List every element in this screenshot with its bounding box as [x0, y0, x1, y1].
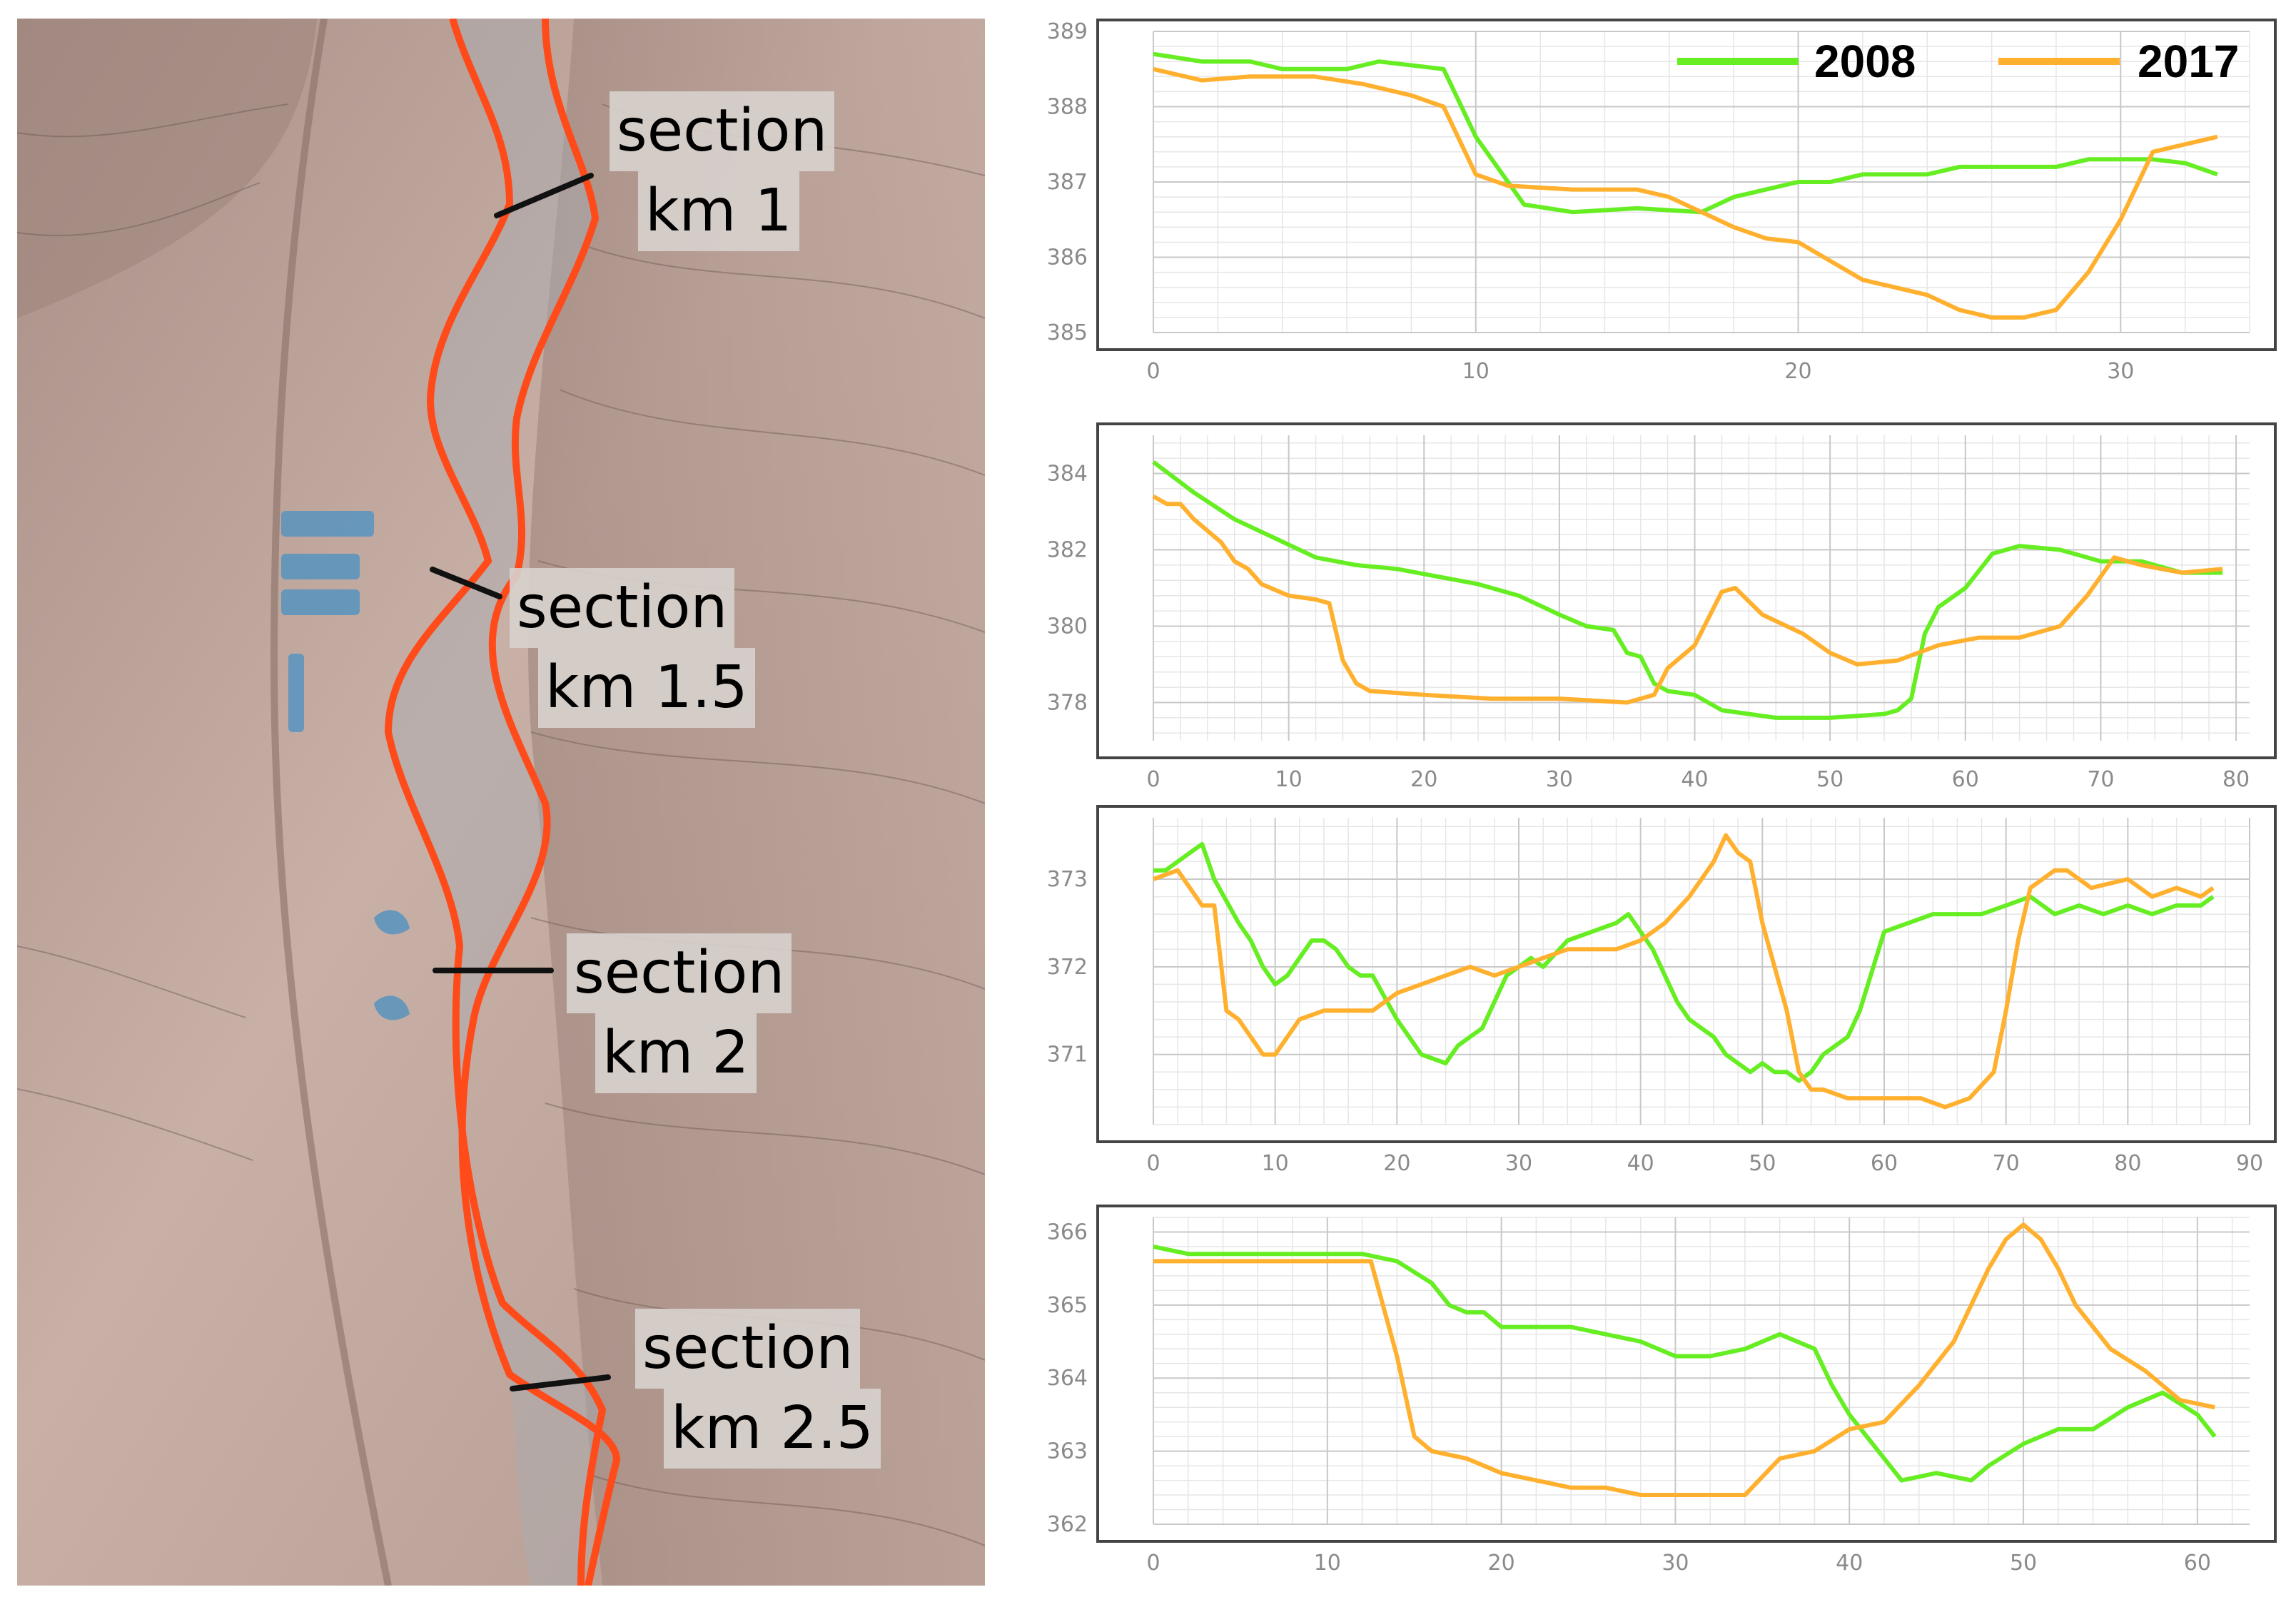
- x-tick-label: 40: [1627, 1151, 1654, 1176]
- river-boundary-west: [384, 19, 607, 1586]
- hillside-northwest: [17, 19, 317, 318]
- chart-frame: [1096, 19, 2277, 351]
- section-label-km-2-5: section: [635, 1309, 861, 1389]
- series-line-2008: [1152, 460, 2223, 720]
- section-label-word: section: [617, 97, 828, 165]
- chart-frame: [1096, 1205, 2277, 1543]
- y-tick-label: 371: [1047, 1043, 1088, 1068]
- x-tick-label: 30: [1662, 1551, 1689, 1576]
- x-tick-label: 60: [1952, 767, 1979, 792]
- x-tick-label: 50: [1816, 767, 1844, 792]
- series-line-2017: [1153, 1222, 2215, 1497]
- legend-label-2008: 2008: [1814, 36, 1916, 87]
- chart-frame: [1096, 805, 2277, 1143]
- x-tick-label: 0: [1146, 1551, 1160, 1576]
- y-tick-label: 388: [1047, 95, 1088, 120]
- x-tick-label: 10: [1314, 1551, 1341, 1576]
- x-tick-label: 90: [2236, 1151, 2263, 1176]
- section-label-word: section: [574, 939, 785, 1007]
- x-tick-label: 50: [2010, 1551, 2037, 1576]
- y-tick-label: 378: [1047, 691, 1088, 716]
- section-label-km-2-value: km 2: [595, 1013, 757, 1093]
- section-line-km-1-5: [430, 567, 502, 599]
- y-tick-label: 382: [1047, 538, 1088, 563]
- x-tick-label: 0: [1146, 767, 1160, 792]
- x-tick-label: 30: [2107, 359, 2134, 384]
- y-tick-label: 380: [1047, 614, 1088, 639]
- section-line-km-1: [494, 173, 594, 218]
- y-tick-label: 373: [1047, 867, 1088, 892]
- x-tick-label: 30: [1546, 767, 1573, 792]
- y-tick-label: 363: [1047, 1439, 1088, 1464]
- chart-panel-2: 0 10 20 30 40 50 60 70 80 378 380 382 384: [1047, 422, 2277, 792]
- x-tick-label: 20: [1784, 359, 1811, 384]
- y-tick-label: 372: [1047, 955, 1088, 980]
- section-label-km: km 1.5: [545, 654, 748, 721]
- x-tick-label: 20: [1488, 1551, 1515, 1576]
- y-tick-label: 387: [1047, 170, 1088, 195]
- section-label-km: km 1: [645, 177, 792, 245]
- section-label-km-2-5-value: km 2.5: [664, 1389, 881, 1469]
- cross-section-charts-svg: 0 10 20 30 385 386 387 388 389 2008 2017 0 10 20 30 40 5…: [1047, 19, 2277, 1576]
- road: [270, 19, 392, 1586]
- x-tick-label: 60: [1871, 1151, 1898, 1176]
- x-tick-label: 0: [1146, 1151, 1160, 1176]
- x-tick-label: 60: [2184, 1551, 2211, 1576]
- series-line-2008: [1153, 841, 2215, 1083]
- section-label-km-1-value: km 1: [638, 171, 799, 251]
- cross-section-charts: 0 10 20 30 385 386 387 388 389 2008 2017 0 10 20 30 40 5…: [1006, 0, 2296, 1602]
- x-tick-label: 10: [1262, 1151, 1289, 1176]
- y-tick-label: 385: [1047, 320, 1088, 345]
- x-tick-label: 50: [1749, 1151, 1776, 1176]
- section-lines: [430, 173, 611, 1391]
- series-line-2008: [1153, 1244, 2217, 1483]
- legend: 2008 2017: [1677, 36, 2239, 87]
- x-tick-label: 10: [1462, 359, 1490, 384]
- section-label-word: section: [517, 574, 728, 642]
- y-tick-label: 389: [1047, 19, 1088, 44]
- section-label-km-2: section: [567, 933, 792, 1013]
- buildings: [281, 511, 410, 1020]
- legend-label-2017: 2017: [2138, 36, 2239, 87]
- x-tick-label: 20: [1383, 1151, 1410, 1176]
- river-boundary-east: [458, 19, 621, 1586]
- y-tick-label: 366: [1047, 1220, 1088, 1244]
- section-label-km: km 2: [602, 1019, 749, 1087]
- series-line-2017: [1153, 66, 2218, 320]
- hillside-east: [527, 19, 985, 1586]
- x-tick-label: 10: [1275, 767, 1303, 792]
- section-line-km-2-5: [510, 1374, 611, 1391]
- section-label-km: km 2.5: [671, 1394, 874, 1462]
- x-tick-label: 30: [1505, 1151, 1532, 1176]
- terrain-map: section km 1 section km 1.5 section km 2…: [17, 19, 985, 1586]
- river-channel: [388, 19, 602, 1586]
- x-tick-label: 80: [2222, 767, 2250, 792]
- x-tick-label: 70: [2087, 767, 2114, 792]
- x-tick-label: 40: [1681, 767, 1708, 792]
- series-line-2017: [1152, 494, 2223, 705]
- series-line-2008: [1153, 51, 2218, 215]
- chart-panel-3: 0 10 20 30 40 50 60 70 80 90 371 372 373: [1047, 805, 2277, 1176]
- x-tick-label: 0: [1146, 359, 1160, 384]
- x-tick-label: 20: [1410, 767, 1437, 792]
- x-tick-label: 40: [1836, 1551, 1863, 1576]
- terrain-map-svg: [17, 19, 985, 1586]
- y-tick-label: 364: [1047, 1366, 1088, 1391]
- series-line-2017: [1152, 833, 2215, 1110]
- section-label-km-1-5-value: km 1.5: [538, 648, 755, 728]
- y-tick-label: 386: [1047, 245, 1088, 270]
- chart-panel-1: 0 10 20 30 385 386 387 388 389 2008 2017: [1047, 19, 2277, 384]
- y-tick-label: 365: [1047, 1293, 1088, 1318]
- y-tick-label: 384: [1047, 462, 1088, 487]
- x-tick-label: 70: [1993, 1151, 2020, 1176]
- section-label-km-1: section: [610, 91, 835, 171]
- y-tick-label: 362: [1047, 1512, 1088, 1537]
- section-label-word: section: [642, 1314, 854, 1382]
- x-tick-label: 80: [2114, 1151, 2141, 1176]
- section-label-km-1-5: section: [510, 568, 735, 648]
- chart-panel-4: 0 10 20 30 40 50 60 362 363 364 365 366: [1047, 1205, 2277, 1576]
